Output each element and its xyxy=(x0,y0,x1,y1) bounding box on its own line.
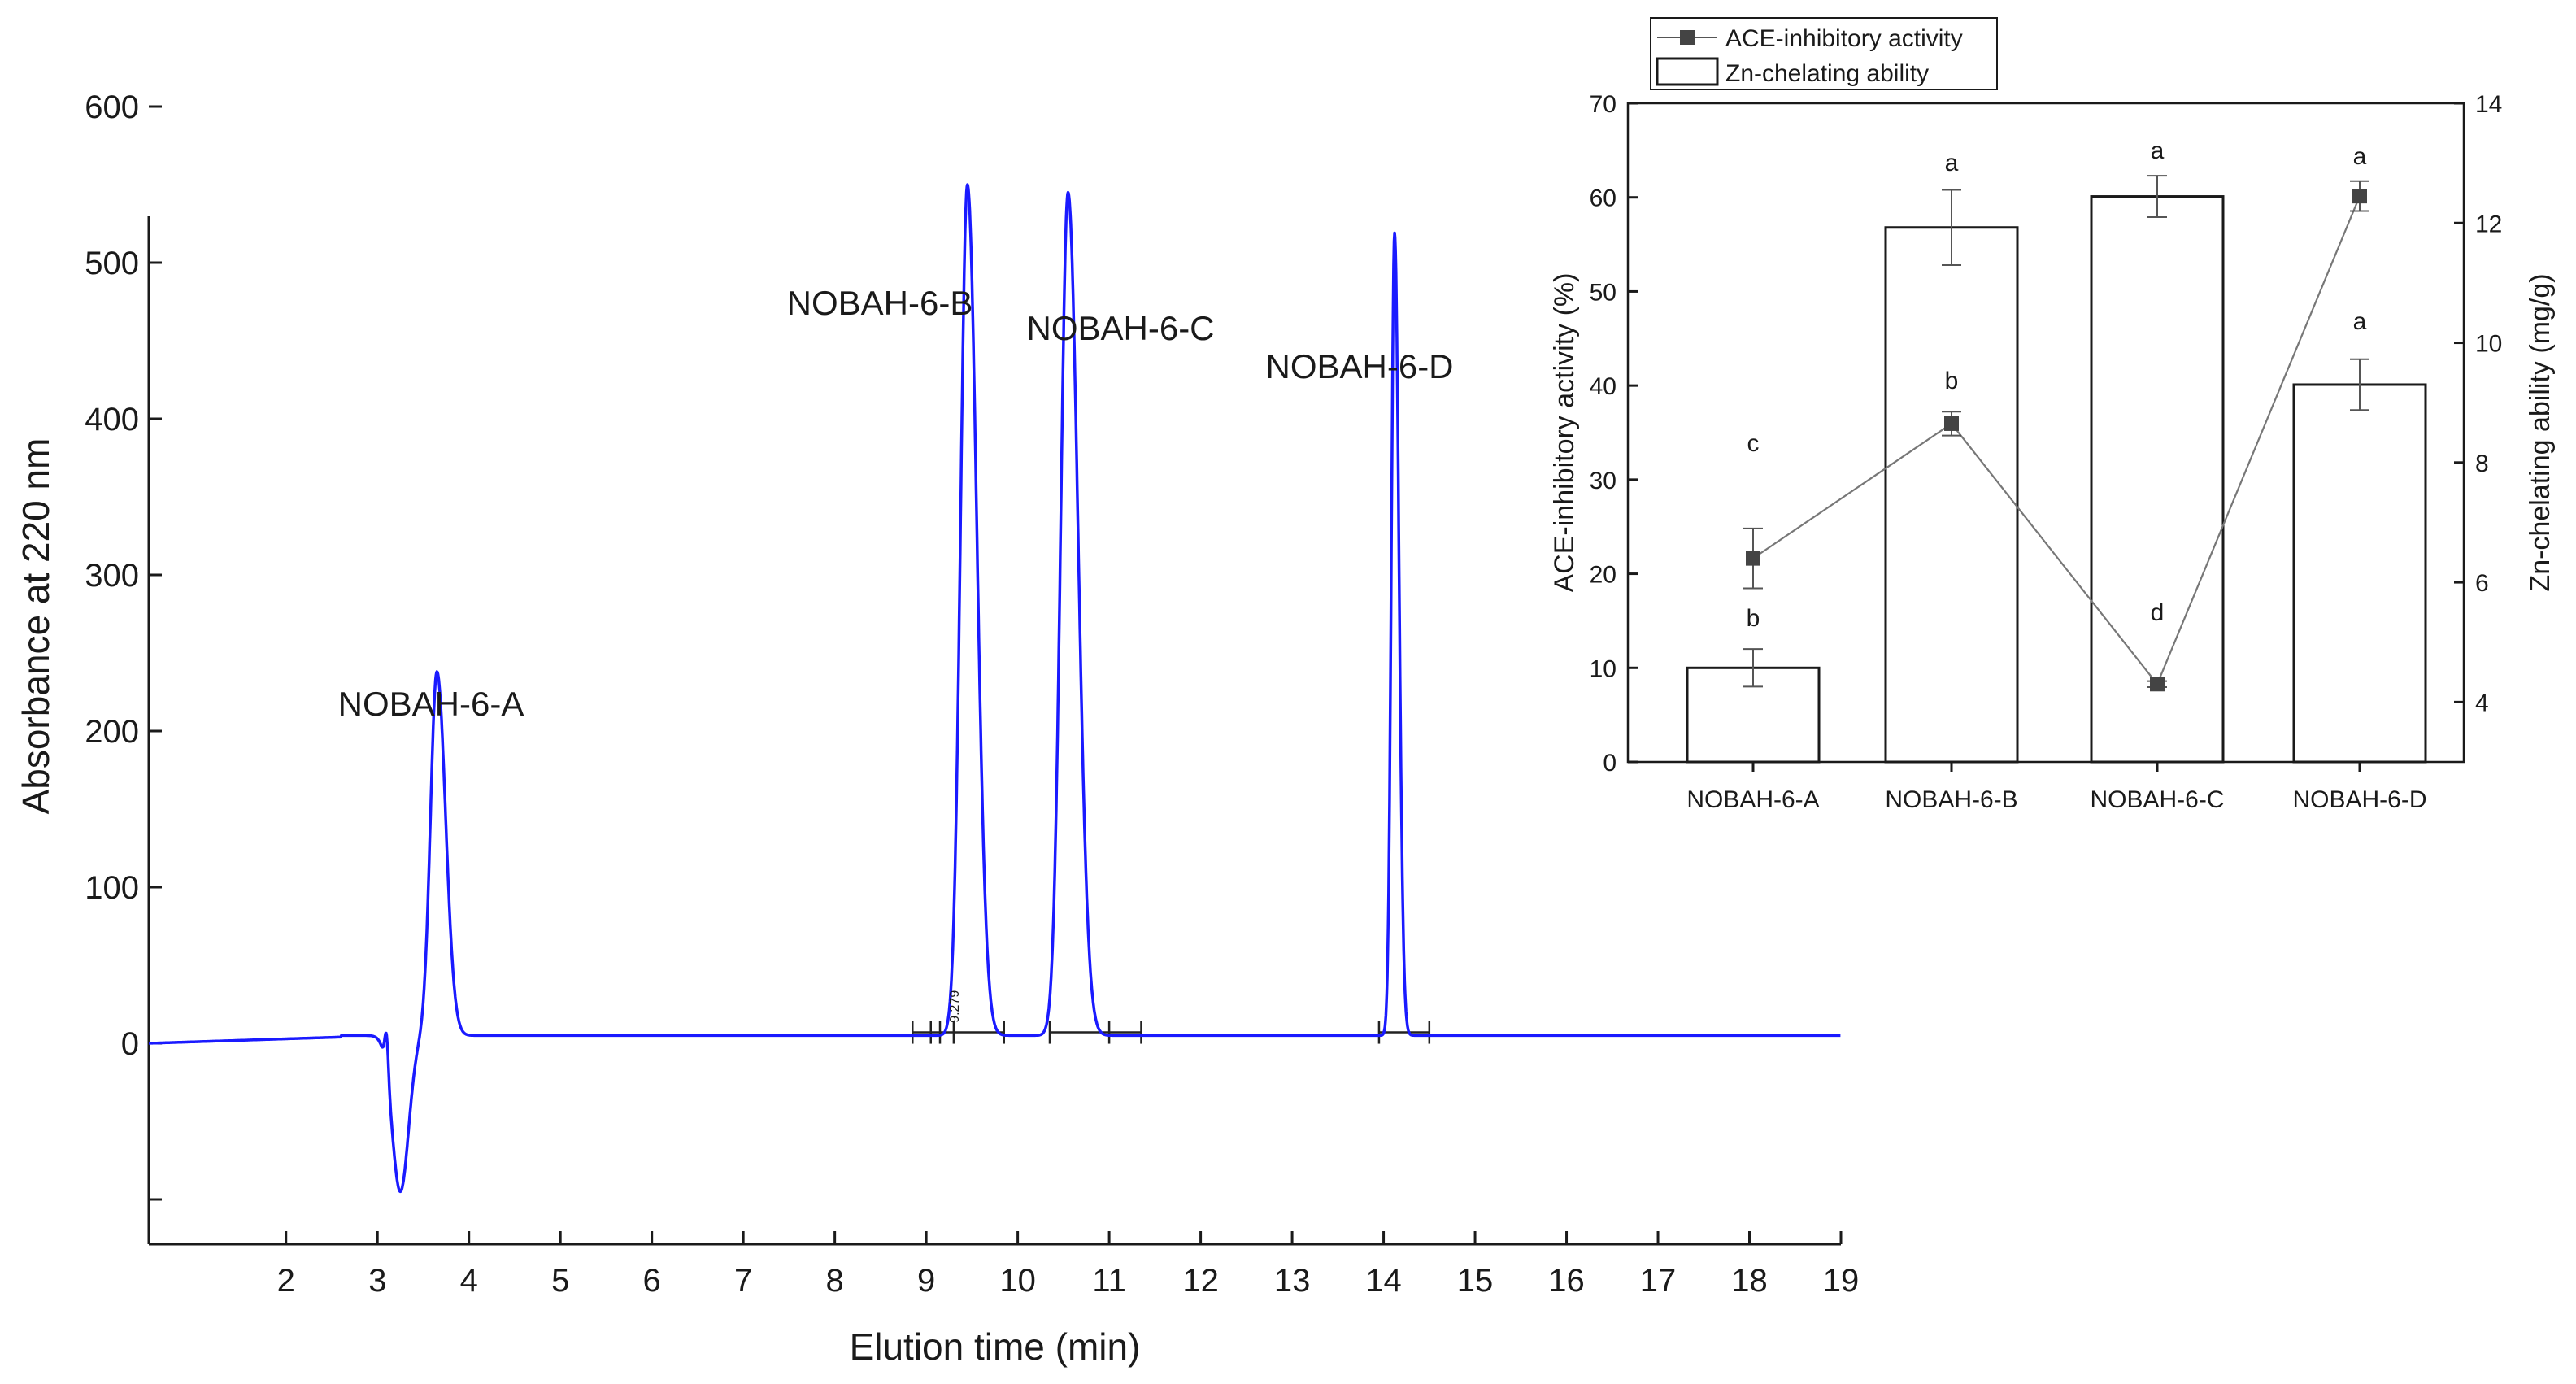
retention-time-annotation: 9.279 xyxy=(948,990,962,1023)
line-significance-letter: a xyxy=(2353,143,2367,170)
peak-label: NOBAH-6-A xyxy=(338,685,524,723)
legend-frame xyxy=(1650,17,1998,90)
x-tick-label: 12 xyxy=(1182,1263,1219,1299)
y-axis-ticks: 0 100 200 300 400 500 600 xyxy=(85,89,162,1201)
x-tick-label: 3 xyxy=(368,1263,386,1299)
x-tick-label: 8 xyxy=(826,1263,844,1299)
peak-label: NOBAH-6-B xyxy=(787,284,973,322)
left-tick-label: 70 xyxy=(1590,91,1617,118)
significance-letters: b a a a c b d a xyxy=(1747,137,2367,632)
inset-bar-line-chart: b a a a c b d a 0 10 20 30 40 50 60 70 4 6 8 10 12 14 NOBAH… xyxy=(1549,17,2556,813)
left-tick-label: 50 xyxy=(1590,279,1617,306)
x-tick-label: 7 xyxy=(734,1263,752,1299)
integration-marks xyxy=(912,1021,1431,1044)
x-tick-label: 17 xyxy=(1640,1263,1677,1299)
right-tick-label: 14 xyxy=(2475,91,2502,118)
bar-significance-letter: b xyxy=(1747,605,1760,632)
right-tick-label: 6 xyxy=(2475,570,2489,597)
inset-right-ticks: 4 6 8 10 12 14 xyxy=(2454,91,2502,716)
x-tick-label: 18 xyxy=(1731,1263,1768,1299)
inset-left-ticks: 0 10 20 30 40 50 60 70 xyxy=(1590,91,1638,777)
legend-square-marker xyxy=(1680,30,1695,45)
line-significance-letter: c xyxy=(1747,430,1760,457)
bar-significance-letter: a xyxy=(2353,308,2367,335)
x-tick-label: 10 xyxy=(999,1263,1036,1299)
bar-significance-letter: a xyxy=(2151,137,2165,164)
x-tick-label: 9 xyxy=(917,1263,935,1299)
y-tick-label: 0 xyxy=(121,1026,139,1062)
legend-ace-label: ACE-inhibitory activity xyxy=(1725,25,1963,52)
x-tick-label: 4 xyxy=(460,1263,478,1299)
chromatogram-chart: 2 3 4 5 6 7 8 9 10 11 12 13 14 15 16 17 18 19 01002003004… xyxy=(15,89,1859,1368)
inset-plot-frame xyxy=(1626,102,2465,764)
x-axis-ticks: 2 3 4 5 6 7 8 9 10 11 12 13 14 15 16 17 18 19 xyxy=(277,1231,1860,1299)
line-significance-letter: b xyxy=(1945,368,1959,394)
inset-left-axis-title: ACE-inhibitory activity (%) xyxy=(1549,273,1580,593)
ace-point xyxy=(1944,416,1959,431)
x-tick-label: 19 xyxy=(1823,1263,1860,1299)
left-tick-label: 30 xyxy=(1590,468,1617,494)
x-tick-label: 15 xyxy=(1457,1263,1494,1299)
inset-legend: ACE-inhibitory activity Zn-chelating abi… xyxy=(1650,17,1998,90)
category-label: NOBAH-6-D xyxy=(2292,786,2426,813)
legend-bar-symbol xyxy=(1656,57,1719,86)
y-tick-label: 400 xyxy=(85,402,139,437)
inset-right-axis-title: Zn-chelating ability (mg/g) xyxy=(2525,273,2556,591)
ace-point xyxy=(2352,189,2367,204)
left-tick-label: 40 xyxy=(1590,373,1617,400)
line-significance-letter: d xyxy=(2151,599,2165,626)
y-tick-label: 600 xyxy=(85,89,139,125)
ace-point xyxy=(1746,551,1760,566)
zn-bar xyxy=(1884,226,2019,764)
x-tick-label: 14 xyxy=(1365,1263,1402,1299)
x-tick-label: 2 xyxy=(277,1263,295,1299)
right-tick-label: 8 xyxy=(2475,450,2489,477)
left-tick-label: 0 xyxy=(1603,750,1617,777)
y-tick-label: 200 xyxy=(85,714,139,750)
y-tick-label: 100 xyxy=(85,870,139,906)
inset-category-ticks: NOBAH-6-A NOBAH-6-B NOBAH-6-C NOBAH-6-D xyxy=(1686,762,2427,813)
chromatogram-trace xyxy=(147,183,1842,1194)
ace-point xyxy=(2150,677,2165,692)
bar-significance-letter: a xyxy=(1945,150,1959,176)
x-tick-label: 6 xyxy=(643,1263,661,1299)
x-axis-title: Elution time (min) xyxy=(850,1325,1141,1368)
y-tick-label: 500 xyxy=(85,246,139,281)
right-tick-label: 4 xyxy=(2475,690,2489,716)
ace-line-path xyxy=(1752,195,2361,686)
zn-chelating-bars xyxy=(1686,175,2427,764)
legend-zn-label: Zn-chelating ability xyxy=(1725,60,1929,87)
left-tick-label: 20 xyxy=(1590,562,1617,589)
right-tick-label: 10 xyxy=(2475,331,2502,358)
peak-label: NOBAH-6-C xyxy=(1026,309,1214,347)
category-label: NOBAH-6-B xyxy=(1885,786,2017,813)
zn-bar xyxy=(2292,383,2427,764)
x-tick-label: 13 xyxy=(1274,1263,1311,1299)
category-label: NOBAH-6-A xyxy=(1686,786,1819,813)
peak-labels: NOBAH-6-A NOBAH-6-B NOBAH-6-C NOBAH-6-D xyxy=(338,284,1454,723)
right-tick-label: 12 xyxy=(2475,211,2502,237)
ace-inhibitory-line xyxy=(1743,180,2369,692)
left-tick-label: 10 xyxy=(1590,655,1617,682)
y-tick-label: 300 xyxy=(85,558,139,594)
x-tick-label: 16 xyxy=(1548,1263,1585,1299)
left-tick-label: 60 xyxy=(1590,185,1617,212)
x-tick-label: 5 xyxy=(551,1263,569,1299)
x-tick-label: 11 xyxy=(1092,1263,1126,1299)
category-label: NOBAH-6-C xyxy=(2090,786,2224,813)
zn-bar xyxy=(2090,195,2225,764)
y-axis-title: Absorbance at 220 nm xyxy=(15,438,57,815)
peak-label: NOBAH-6-D xyxy=(1265,347,1453,385)
